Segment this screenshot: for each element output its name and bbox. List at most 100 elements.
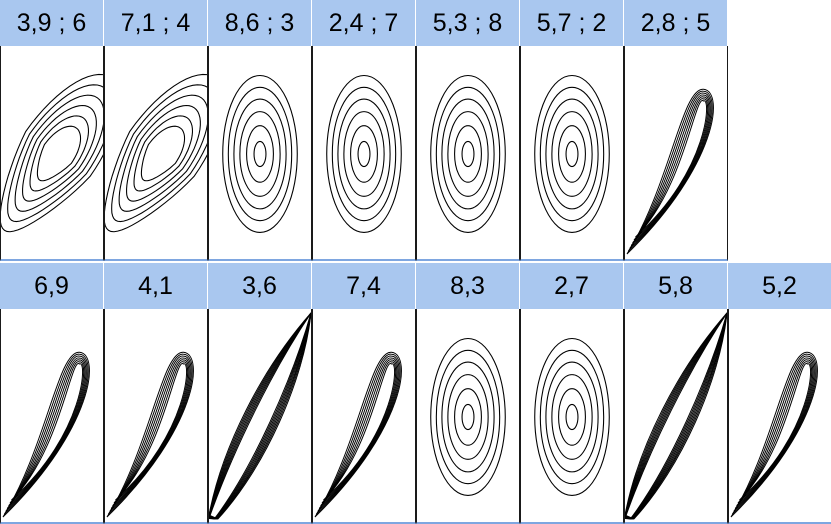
contour-svg bbox=[1, 73, 103, 233]
contour-line bbox=[11, 363, 84, 501]
contour-line bbox=[441, 361, 495, 473]
contour-line bbox=[110, 357, 191, 509]
contour-line bbox=[630, 94, 711, 246]
contour-line bbox=[565, 403, 579, 431]
contour-line bbox=[209, 312, 311, 520]
contour-line bbox=[447, 374, 489, 460]
panel-label: 3,6 bbox=[208, 263, 312, 309]
contour-svg bbox=[534, 337, 610, 496]
contour-plot bbox=[728, 309, 831, 524]
contour-line bbox=[112, 359, 190, 507]
contour-line bbox=[140, 125, 186, 182]
contour-panel: 2,7 bbox=[520, 263, 624, 524]
contour-svg bbox=[209, 312, 311, 520]
contour-panel: 2,4 ; 7 bbox=[312, 0, 416, 261]
contour-panel: 7,4 bbox=[312, 263, 416, 524]
contour-panel: 5,2 bbox=[728, 263, 831, 524]
contour-line bbox=[239, 111, 281, 197]
contour-svg bbox=[534, 74, 610, 233]
contour-line bbox=[539, 349, 605, 485]
contour-plot bbox=[416, 309, 520, 524]
contour-line bbox=[447, 111, 489, 197]
panel-label: 5,3 ; 8 bbox=[416, 0, 520, 46]
panel-label: 8,3 bbox=[416, 263, 520, 309]
contour-line bbox=[9, 361, 85, 504]
contour-line bbox=[317, 355, 400, 512]
contour-line bbox=[736, 359, 814, 507]
contour-line bbox=[350, 125, 378, 183]
contour-line bbox=[126, 104, 201, 202]
contour-line bbox=[133, 115, 194, 192]
contour-plot bbox=[104, 309, 208, 524]
contour-panel: 3,9 ; 6 bbox=[0, 0, 104, 261]
contour-line bbox=[107, 353, 193, 515]
contour-line bbox=[565, 140, 579, 168]
panel-label: 6,9 bbox=[0, 263, 104, 309]
contour-panel: 7,1 ; 4 bbox=[104, 0, 208, 261]
panel-label: 2,4 ; 7 bbox=[312, 0, 416, 46]
contour-line bbox=[323, 363, 396, 501]
contour-line bbox=[318, 357, 399, 509]
contour-line bbox=[3, 353, 89, 515]
contour-panel: 5,7 ; 2 bbox=[520, 0, 624, 261]
contour-line bbox=[209, 312, 311, 520]
contour-line bbox=[227, 86, 293, 222]
contour-line bbox=[441, 98, 495, 210]
contour-line bbox=[731, 353, 817, 515]
contour-line bbox=[326, 74, 402, 233]
contour-svg bbox=[326, 74, 402, 233]
contour-line bbox=[106, 351, 194, 518]
contour-plot bbox=[624, 46, 728, 261]
contour-line bbox=[111, 84, 207, 223]
contour-svg bbox=[2, 351, 90, 518]
contour-panel: 2,8 ; 5 bbox=[624, 0, 728, 261]
contour-line bbox=[545, 361, 599, 473]
contour-line bbox=[625, 312, 727, 520]
panel-label: 2,7 bbox=[520, 263, 624, 309]
panel-label: 5,8 bbox=[624, 263, 728, 309]
contour-line bbox=[435, 86, 501, 222]
contour-line bbox=[461, 140, 475, 168]
contour-line bbox=[209, 312, 311, 520]
contour-plot bbox=[312, 46, 416, 261]
contour-line bbox=[435, 349, 501, 485]
contour-line bbox=[730, 351, 818, 518]
contour-line bbox=[14, 94, 103, 212]
contour-line bbox=[337, 98, 391, 210]
contour-line bbox=[314, 351, 402, 518]
contour-line bbox=[233, 98, 287, 210]
panel-label: 8,6 ; 3 bbox=[208, 0, 312, 46]
contour-line bbox=[545, 98, 599, 210]
contour-line bbox=[430, 74, 506, 233]
contour-plot bbox=[520, 46, 624, 261]
contour-svg bbox=[106, 351, 194, 518]
panel-label: 3,9 ; 6 bbox=[0, 0, 104, 46]
contour-line bbox=[209, 312, 311, 520]
contour-panel: 3,6 bbox=[208, 263, 312, 524]
contour-line bbox=[625, 312, 727, 520]
contour-line bbox=[7, 84, 103, 223]
contour-line bbox=[739, 363, 812, 501]
contour-line bbox=[105, 73, 207, 233]
contour-line bbox=[109, 355, 192, 512]
contour-line bbox=[343, 111, 385, 197]
contour-line bbox=[454, 388, 482, 446]
contour-line bbox=[551, 111, 593, 197]
contour-plot bbox=[416, 46, 520, 261]
contour-line bbox=[737, 361, 813, 504]
contour-panel: 5,8 bbox=[624, 263, 728, 524]
contour-line bbox=[321, 361, 397, 504]
contour-line bbox=[558, 125, 586, 183]
contour-svg bbox=[430, 74, 506, 233]
contour-line bbox=[430, 337, 506, 496]
contour-line bbox=[22, 104, 97, 202]
contour-plot bbox=[520, 309, 624, 524]
contour-line bbox=[315, 353, 401, 515]
contour-line bbox=[246, 125, 274, 183]
contour-line bbox=[209, 312, 311, 520]
contour-panel: 8,3 bbox=[416, 263, 520, 524]
contour-line bbox=[209, 312, 311, 520]
contour-line bbox=[534, 74, 610, 233]
contour-line bbox=[539, 86, 605, 222]
contour-panel: 8,6 ; 3 bbox=[208, 0, 312, 261]
